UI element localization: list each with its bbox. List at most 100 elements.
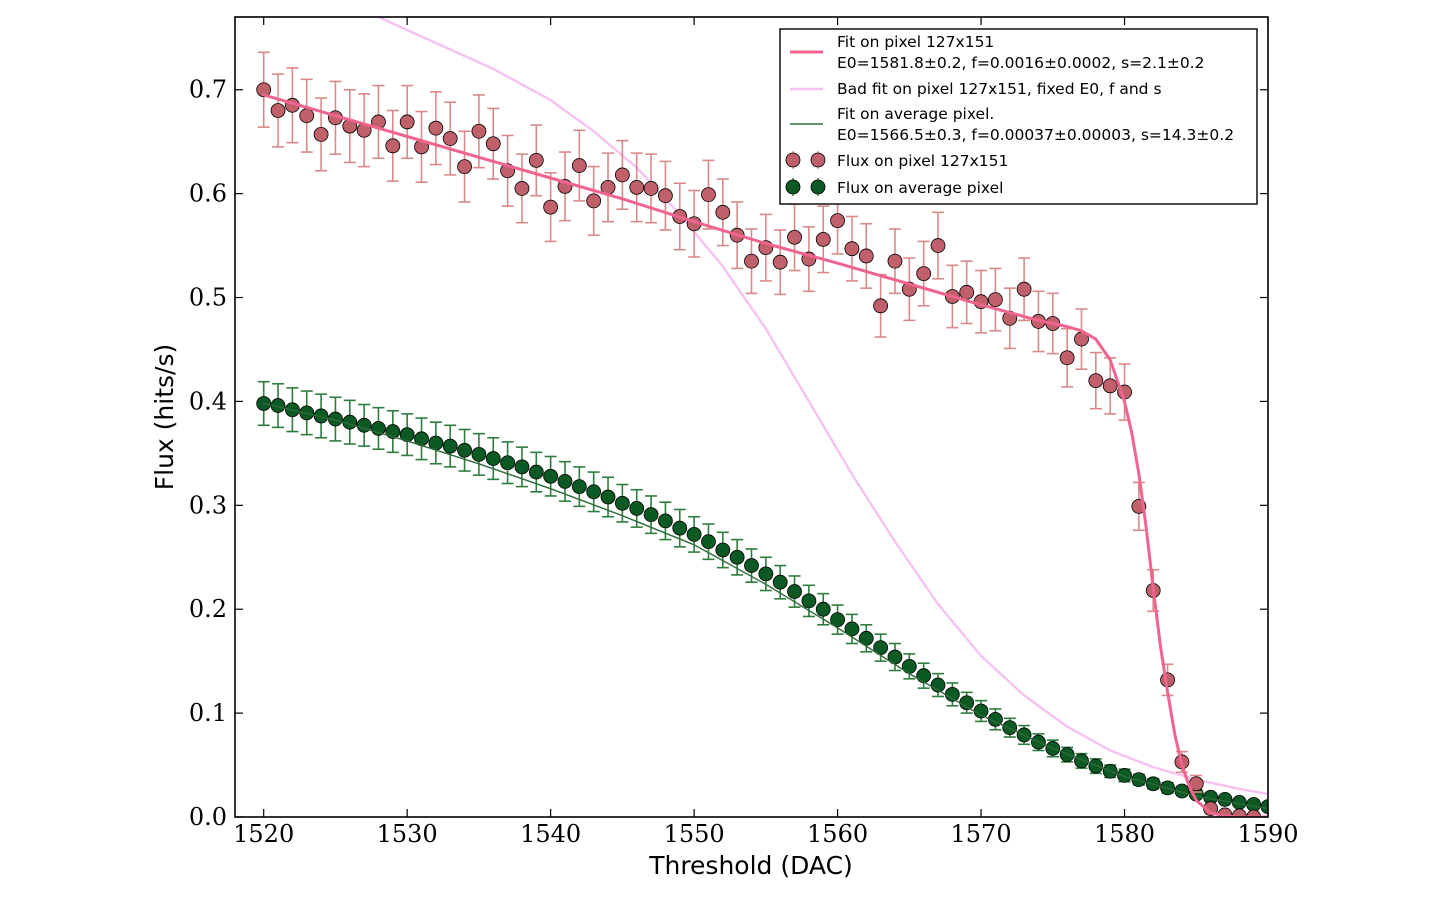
flux-average-point <box>858 630 874 646</box>
legend: Fit on pixel 127x151 E0=1581.8±0.2, f=0.0… <box>779 28 1258 205</box>
flux-pixel-point <box>815 231 831 247</box>
legend-handle-marker <box>785 179 801 195</box>
legend-handle-marker <box>810 152 826 168</box>
flux-average-point <box>1131 772 1147 787</box>
flux-average-point <box>1246 797 1262 812</box>
flux-pixel-point <box>844 241 860 257</box>
flux-pixel-point <box>543 199 559 215</box>
flux-average-point <box>686 527 702 542</box>
y-tick-label: 0.7 <box>189 76 227 104</box>
x-tick-label: 1580 <box>1094 820 1155 848</box>
x-tick-label: 1530 <box>377 820 438 848</box>
flux-pixel-point <box>744 253 759 269</box>
flux-average-point <box>514 459 530 475</box>
y-tick-label: 0.5 <box>189 284 227 312</box>
flux-pixel-point <box>614 167 630 183</box>
flux-average-point <box>758 566 774 582</box>
flux-pixel-point <box>1088 373 1104 389</box>
flux-average-point <box>1074 753 1089 769</box>
flux-average-point <box>313 408 329 424</box>
flux-average-point <box>643 507 659 523</box>
flux-pixel-point <box>715 204 731 220</box>
legend-entry-label: E0=1581.8±0.2, f=0.0016±0.0002, s=2.1±0.… <box>837 54 1204 72</box>
flux-average-point <box>500 455 515 471</box>
legend-entry-label: E0=1566.5±0.3, f=0.00037±0.00003, s=14.3… <box>837 126 1234 144</box>
flux-pixel-point <box>787 229 802 245</box>
flux-average-point <box>485 451 501 466</box>
flux-average-point <box>528 464 544 480</box>
legend-handle-marker <box>785 152 801 168</box>
x-tick-label: 1520 <box>233 820 294 848</box>
legend-entry-label: Fit on average pixel. <box>837 105 994 123</box>
flux-average-point <box>557 474 573 489</box>
flux-average-point <box>729 549 745 565</box>
flux-pixel-point <box>959 284 975 300</box>
flux-average-point <box>787 584 802 599</box>
flux-pixel-point <box>887 253 903 269</box>
flux-pixel-point <box>916 266 932 282</box>
tick-labels: 1520 1530 1540 1550 1560 1570 1580 1590 0.0 0.1 0.… <box>189 76 1299 848</box>
flux-average-point <box>772 574 788 590</box>
x-tick-label: 1570 <box>951 820 1012 848</box>
flux-average-point <box>614 495 630 511</box>
flux-pixel-point <box>873 298 889 314</box>
flux-pixel-point <box>1246 809 1262 817</box>
x-tick-label: 1560 <box>807 820 868 848</box>
flux-average-point <box>471 447 487 462</box>
plot-area <box>256 17 1268 817</box>
fit-pixel-line <box>262 93 1268 817</box>
flux-pixel-point <box>571 158 587 173</box>
flux-pixel-point <box>988 292 1003 307</box>
flux-average-point <box>1217 791 1233 807</box>
flux-pixel-point <box>772 254 788 270</box>
x-axis-label: Threshold (DAC) <box>648 851 853 880</box>
flux-pixel-point <box>471 123 487 139</box>
flux-average-point <box>1088 758 1104 774</box>
flux-pixel-point <box>930 238 946 253</box>
flux-pixel-point <box>858 248 874 264</box>
bad-fit-line <box>377 17 1268 796</box>
flux-pixel-point <box>701 187 716 203</box>
flux-average-point <box>457 442 472 458</box>
flux-average-point <box>744 558 759 573</box>
flux-pixel-point <box>485 136 501 152</box>
flux-average-point <box>629 501 645 516</box>
x-tick-label: 1590 <box>1237 820 1298 848</box>
y-tick-label: 0.2 <box>189 595 227 623</box>
y-tick-label: 0.4 <box>189 387 227 415</box>
x-tick-label: 1540 <box>520 820 581 848</box>
fit-average-line <box>263 402 1268 810</box>
flux-average-point <box>571 479 587 495</box>
flux-pixel-point <box>514 181 530 196</box>
flux-average-point <box>701 534 716 550</box>
flux-average-point <box>1260 799 1268 815</box>
flux-average-point <box>801 593 817 609</box>
flux-average-point <box>658 513 673 529</box>
legend-entry-label: Flux on pixel 127x151 <box>837 152 1008 170</box>
legend-entry-label: Fit on pixel 127x151 <box>837 33 994 51</box>
flux-pixel-point <box>428 120 444 136</box>
x-tick-label: 1550 <box>664 820 725 848</box>
y-tick-label: 0.6 <box>189 180 227 208</box>
flux-pixel-point <box>629 179 645 195</box>
flux-pixel-point <box>830 213 845 229</box>
y-tick-label: 0.0 <box>189 803 227 831</box>
flux-average-point <box>586 484 602 500</box>
flux-pixel-point <box>658 188 673 204</box>
flux-pixel-point <box>385 138 401 154</box>
y-axis-label: Flux (hits/s) <box>150 344 179 490</box>
flux-pixel-point <box>457 159 472 175</box>
flux-pixel-point <box>256 82 272 98</box>
y-tick-label: 0.3 <box>189 491 227 519</box>
flux-pixel-point <box>586 193 602 209</box>
flux-average-point <box>600 489 616 505</box>
plot-frame <box>234 16 1269 818</box>
flux-pixel-point <box>442 131 458 146</box>
flux-average-point <box>815 601 831 617</box>
legend-entry-label: Bad fit on pixel 127x151, fixed E0, f an… <box>837 80 1162 98</box>
y-tick-label: 0.1 <box>189 699 227 727</box>
flux-average-point <box>715 542 731 558</box>
flux-pixel-point <box>528 152 544 168</box>
flux-pixel-point <box>313 127 329 142</box>
